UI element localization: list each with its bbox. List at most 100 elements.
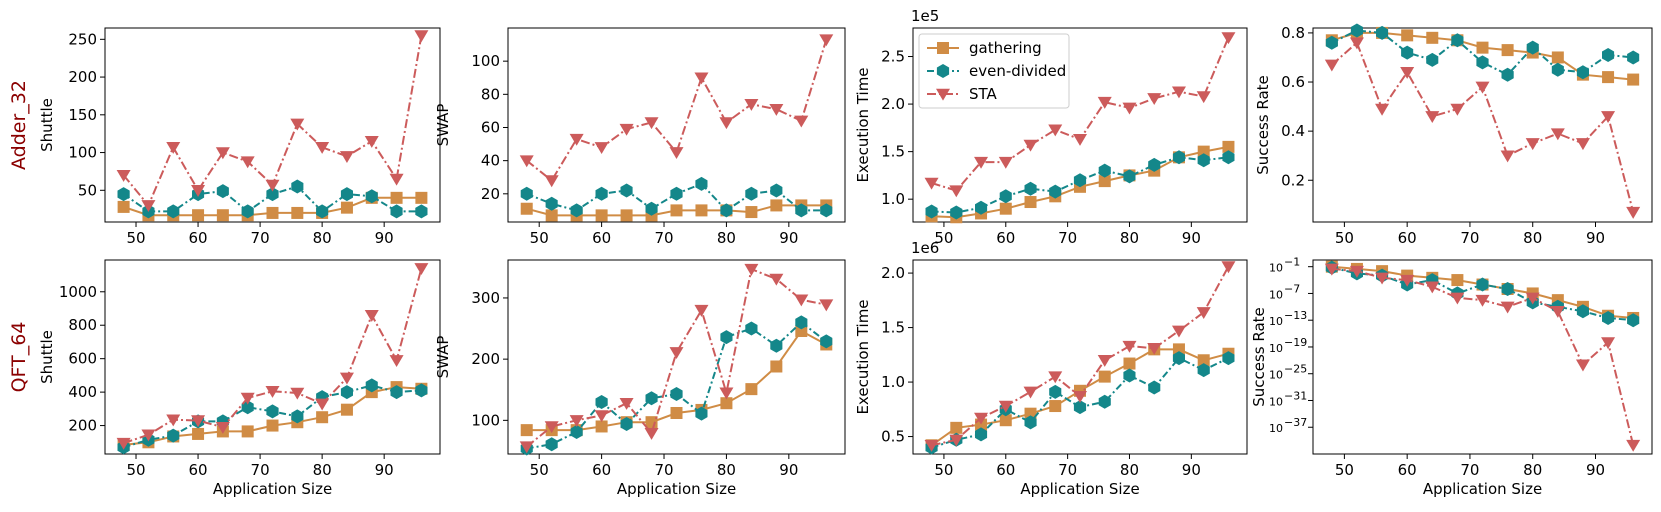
point-gathering: [1098, 175, 1111, 188]
legend-entry-even-divided: even-divided: [969, 62, 1066, 80]
x-tick-label: 80: [1523, 461, 1542, 479]
series-sta: [519, 263, 834, 454]
point-even-divided: [975, 200, 988, 215]
point-sta: [1375, 272, 1390, 285]
point-sta: [669, 347, 684, 360]
x-tick-label: 80: [1523, 229, 1542, 247]
panel-row1-col4: 50 60 70 80 90 0.2 0.4 0.6 0.8 Success Rate: [1254, 23, 1653, 247]
point-even-divided: [365, 189, 378, 204]
point-sta: [315, 142, 330, 154]
point-gathering: [595, 420, 608, 433]
point-sta: [594, 410, 609, 423]
point-sta: [794, 294, 809, 307]
legend-box: [918, 33, 1070, 109]
point-gathering: [1172, 343, 1185, 356]
x-tick-label: 70: [251, 461, 270, 479]
point-sta: [544, 421, 559, 434]
y-tick-label: 1.5: [881, 143, 905, 161]
y-tick-label: 2.5: [881, 48, 905, 66]
point-even-divided: [770, 183, 783, 198]
point-sta: [191, 415, 206, 428]
point-even-divided: [975, 427, 988, 442]
point-gathering: [1551, 51, 1564, 64]
point-even-divided: [216, 184, 229, 199]
point-sta: [389, 355, 404, 367]
point-gathering: [340, 403, 353, 416]
x-tick-label: 70: [251, 229, 270, 247]
point-gathering: [1049, 400, 1062, 413]
point-even-divided: [570, 425, 583, 439]
point-sta: [998, 400, 1013, 413]
point-even-divided: [620, 417, 633, 431]
point-gathering: [520, 424, 533, 437]
plot-frame: [912, 259, 1248, 455]
point-sta: [619, 123, 634, 136]
row-label: QFT_64: [8, 322, 30, 393]
series-gathering: [520, 199, 833, 222]
point-sta: [414, 263, 429, 276]
panel-row2-col2: 50 60 70 80 90 100 200 300 SWAP Application Size: [434, 259, 846, 498]
point-sta: [265, 386, 280, 398]
point-even-divided: [241, 400, 254, 415]
y-tick-exponent: −25: [1284, 363, 1307, 376]
point-gathering: [745, 206, 758, 219]
point-even-divided: [1123, 368, 1136, 383]
y-tick-label: 2.0: [881, 95, 905, 113]
point-even-divided: [1602, 48, 1615, 62]
y-tick-label: 0.5: [881, 428, 905, 446]
y-tick-label: 10: [1269, 422, 1283, 435]
panel-row1-col1: 50 60 70 80 90 50 100 150 200 250 Shuttle Adder_32: [8, 27, 441, 247]
x-tick-label: 80: [313, 229, 332, 247]
point-sta: [594, 142, 609, 155]
point-sta: [949, 434, 964, 447]
point-sta: [569, 133, 584, 146]
y-tick-label: 10: [1269, 288, 1283, 301]
point-sta: [166, 142, 181, 154]
legend-marker-sta: [936, 88, 950, 101]
point-even-divided: [1148, 380, 1161, 395]
series-even-divided: [520, 176, 833, 218]
point-sta: [1221, 32, 1236, 45]
x-tick-label: 60: [996, 229, 1015, 247]
point-sta: [1400, 66, 1415, 79]
y-tick-label: 600: [68, 350, 97, 368]
point-sta: [1073, 134, 1087, 146]
point-sta: [1097, 96, 1112, 109]
point-even-divided: [241, 204, 254, 219]
point-even-divided: [1098, 163, 1111, 178]
point-sta: [116, 169, 131, 182]
x-tick-label: 70: [654, 461, 673, 479]
point-sta: [1349, 37, 1364, 50]
point-sta: [769, 103, 784, 116]
y-tick-label: 40: [481, 152, 500, 170]
y-tick-exponent: −37: [1284, 416, 1307, 429]
point-sta: [290, 118, 305, 131]
x-tick-label: 90: [375, 461, 394, 479]
point-sta: [619, 397, 634, 410]
point-gathering: [745, 383, 758, 396]
point-sta: [116, 437, 131, 450]
y-axis-label: SWAP: [434, 336, 452, 379]
point-even-divided: [167, 428, 180, 443]
point-even-divided: [570, 203, 583, 218]
point-even-divided: [1501, 67, 1514, 82]
point-sta: [1475, 294, 1490, 307]
y-tick-exponent: −7: [1284, 282, 1300, 295]
point-gathering: [1123, 357, 1136, 370]
point-sta: [1147, 343, 1162, 355]
point-even-divided: [1350, 23, 1363, 38]
point-even-divided: [999, 189, 1012, 204]
x-tick-label: 50: [1335, 461, 1354, 479]
point-sta: [1475, 81, 1490, 94]
panel-row2-col3: 50 60 70 80 90 0.5 1.0 1.5 2.0 Execution Time Appl…: [854, 239, 1248, 498]
point-even-divided: [1049, 384, 1062, 399]
point-sta: [1349, 265, 1364, 278]
point-sta: [1450, 292, 1465, 305]
x-axis-label: Application Size: [617, 480, 736, 498]
point-sta: [519, 155, 534, 168]
y-tick-label: 1.0: [881, 373, 905, 391]
x-tick-label: 90: [1586, 229, 1605, 247]
plot-frame: [1312, 259, 1653, 455]
x-tick-label: 70: [1058, 229, 1077, 247]
